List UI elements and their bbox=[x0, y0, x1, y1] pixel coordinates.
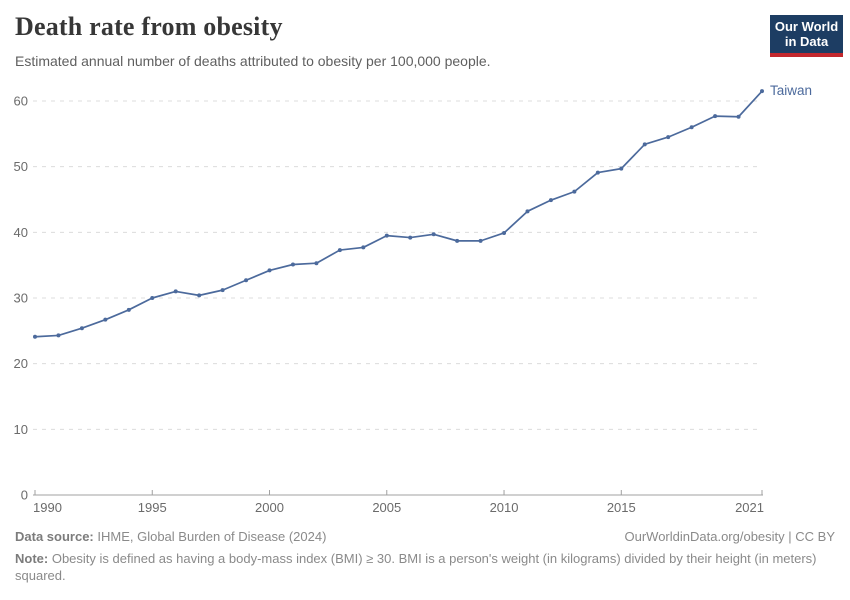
license-link: OurWorldinData.org/obesity | CC BY bbox=[624, 529, 836, 544]
data-point-marker bbox=[314, 261, 319, 266]
data-point-marker bbox=[267, 268, 272, 273]
data-point-marker bbox=[502, 230, 507, 235]
data-point-marker bbox=[337, 248, 342, 253]
data-point-marker bbox=[431, 232, 436, 237]
data-point-marker bbox=[642, 142, 647, 147]
series-end-label: Taiwan bbox=[770, 83, 812, 98]
data-point-marker bbox=[666, 135, 671, 140]
data-point-marker bbox=[290, 262, 295, 267]
data-point-marker bbox=[56, 333, 61, 338]
y-tick-label: 10 bbox=[14, 422, 28, 437]
data-point-marker bbox=[689, 125, 694, 130]
y-tick-label: 40 bbox=[14, 225, 28, 240]
data-point-marker bbox=[525, 209, 530, 214]
data-point-marker bbox=[244, 278, 249, 283]
page-title: Death rate from obesity bbox=[15, 12, 283, 41]
x-tick-label: 2010 bbox=[490, 500, 519, 515]
y-tick-label: 20 bbox=[14, 356, 28, 371]
y-tick-label: 0 bbox=[21, 488, 28, 503]
data-point-marker bbox=[713, 114, 718, 119]
chart-note: Note: Obesity is defined as having a bod… bbox=[15, 551, 835, 585]
data-point-marker bbox=[33, 334, 37, 339]
footer-source-row: Data source: IHME, Global Burden of Dise… bbox=[15, 529, 835, 546]
data-point-marker bbox=[619, 166, 624, 171]
x-tick-label: 2021 bbox=[735, 500, 764, 515]
data-point-marker bbox=[103, 317, 108, 322]
x-tick-label: 2000 bbox=[255, 500, 284, 515]
owid-logo-line1: Our World bbox=[774, 19, 839, 34]
data-point-marker bbox=[408, 235, 413, 240]
data-point-marker bbox=[455, 238, 460, 243]
data-point-marker bbox=[760, 89, 764, 94]
data-source-label: Data source: bbox=[15, 529, 94, 544]
data-point-marker bbox=[572, 189, 577, 194]
x-tick-label: 2015 bbox=[607, 500, 636, 515]
x-tick-label: 2005 bbox=[372, 500, 401, 515]
owid-logo-line2: in Data bbox=[784, 34, 829, 50]
x-tick-label: 1995 bbox=[138, 500, 167, 515]
data-point-marker bbox=[220, 288, 225, 293]
note-label: Note: bbox=[15, 550, 49, 566]
note-value: Obesity is defined as having a body-mass… bbox=[15, 550, 817, 583]
chart-footer: Data source: IHME, Global Burden of Dise… bbox=[15, 529, 835, 585]
data-point-marker bbox=[595, 170, 600, 175]
y-tick-label: 60 bbox=[14, 94, 28, 109]
data-point-marker bbox=[173, 289, 178, 294]
y-tick-label: 50 bbox=[14, 159, 28, 174]
data-point-marker bbox=[736, 114, 741, 119]
data-point-marker bbox=[478, 238, 483, 243]
data-source-value: IHME, Global Burden of Disease (2024) bbox=[97, 529, 327, 544]
y-tick-label: 30 bbox=[14, 291, 28, 306]
data-point-marker bbox=[384, 233, 389, 238]
data-point-marker bbox=[548, 198, 553, 203]
chart-subtitle: Estimated annual number of deaths attrib… bbox=[15, 53, 491, 69]
data-source: Data source: IHME, Global Burden of Dise… bbox=[15, 529, 326, 546]
data-line bbox=[34, 90, 763, 338]
data-point-marker bbox=[126, 307, 131, 312]
data-point-marker bbox=[361, 245, 366, 250]
owid-logo: Our World in Data bbox=[770, 15, 843, 57]
data-point-marker bbox=[150, 296, 155, 300]
data-point-marker bbox=[79, 326, 84, 331]
data-point-marker bbox=[197, 293, 202, 298]
x-tick-label: 1990 bbox=[33, 500, 62, 515]
